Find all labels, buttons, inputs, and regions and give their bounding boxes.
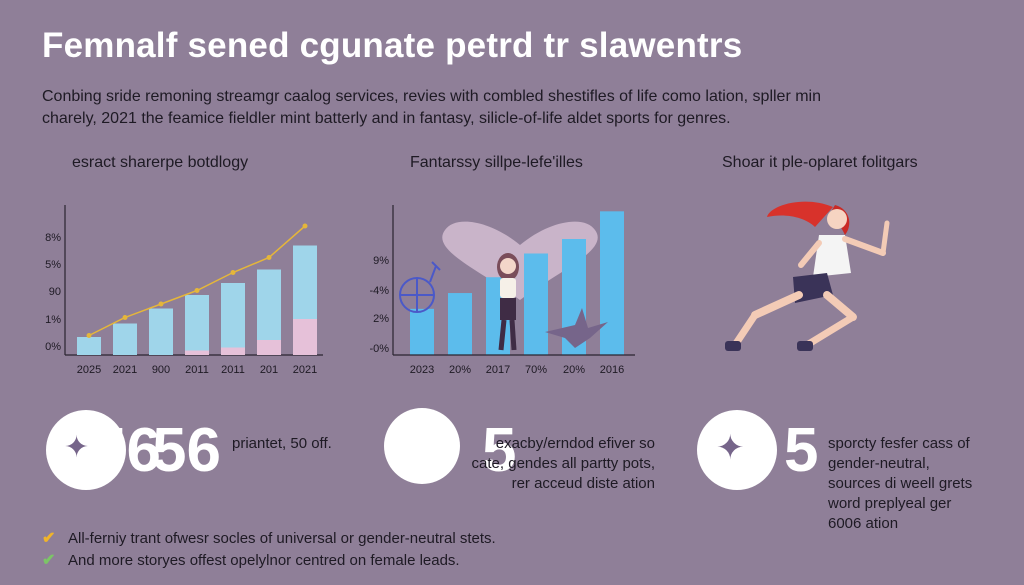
stat-2-number: 5 [482,416,517,485]
ornament-wheel-icon [399,261,441,313]
bird-icon [545,308,608,348]
y-tick-label: 5% [45,259,61,271]
bar [600,211,624,355]
hair-icon [767,201,833,227]
y-tick-label: -0% [369,343,389,355]
chart-1-title: esract sharerpe botdlogy [72,154,249,171]
girl-figure-icon [497,253,519,351]
bar-segment [257,340,281,355]
runner-illustration [725,201,890,351]
stat-1-text: priantet, 50 off. [232,435,332,452]
page-subtitle: Conbing sride remoning streamgr caalog s… [42,88,821,127]
x-tick-label: 70% [525,364,547,376]
bullet-list: ✔ All-ferniy trant ofwesr socles of univ… [42,528,496,572]
bar [524,253,548,355]
bar [113,323,137,355]
stat-3-badge [697,410,777,490]
bar [410,308,434,355]
bullet-text: And more storyes offest opelylnor centre… [68,552,460,569]
trend-point [86,333,92,338]
stat-1-badge [46,410,126,490]
x-tick-label: 2025 [77,364,101,376]
trend-point [266,255,272,260]
x-tick-label: 2023 [410,364,434,376]
bars [410,211,624,355]
shirt-icon [813,235,851,277]
y-tick-label: 1% [45,314,61,326]
stat-3-number: 5 [784,416,819,485]
bird-icon: ✦ [716,429,745,467]
list-item: ✔ And more storyes offest opelylnor cent… [42,550,496,572]
bar [221,283,245,355]
x-tick-label: 2017 [486,364,510,376]
bar [448,293,472,355]
y-tick-label: 2% [373,313,389,325]
chart-2: -0% 2% -4% 9% 2023 20% 2017 70% 20% 2016 [369,205,635,376]
x-tick-label: 2021 [113,364,137,376]
y-tick-label: 0% [45,341,61,353]
x-tick-label: 20% [563,364,585,376]
stat-1-number-shadow: 56 [152,416,221,485]
y-tick-label: 90 [49,286,61,298]
trend-point [158,301,164,307]
check-icon: ✔ [42,552,56,569]
trend-point [194,288,200,293]
y-tick-label: 9% [373,255,389,267]
x-tick-label: 2011 [221,364,245,376]
stat-2-text: exacby/erndod efiver so cate, gendes all… [471,435,655,492]
x-tick-label: 2011 [185,364,209,376]
shorts-icon [793,273,833,303]
y-tick-label: 8% [45,232,61,244]
bar-segment [221,347,245,355]
illustration-title: Shoar it ple-oplaret folitgars [722,154,918,171]
heart-decoration [442,221,598,300]
x-tick-label: 201 [260,364,278,376]
y-tick-label: -4% [369,285,389,297]
x-tick-label: 2021 [293,364,317,376]
check-icon: ✔ [42,530,56,547]
bird-icon: ✦ [64,431,90,464]
x-tick-label: 2016 [600,364,624,376]
chart-2-title: Fantarssy sillpe-lefe'illes [410,154,583,171]
stat-3-text: sporcty fesfer cass of gender-neutral, s… [828,435,973,532]
bar [77,337,101,355]
stat-2-badge [384,408,460,484]
x-tick-label: 900 [152,364,170,376]
trend-point [230,270,236,275]
bullet-text: All-ferniy trant ofwesr socles of univer… [68,530,496,547]
x-tick-label: 20% [449,364,471,376]
bar-segment [185,350,209,355]
shoe-icon [725,341,741,351]
bar [185,295,209,355]
list-item: ✔ All-ferniy trant ofwesr socles of univ… [42,528,496,550]
bar-segment [293,319,317,355]
stat-1-number: 56 [92,416,161,485]
bar [149,308,173,355]
trend-point [122,315,128,320]
chart-1: 0% 1% 90 5% 8% 2025 2021 900 2011 2011 201 2021 [45,205,323,376]
page-title: Femnalf sened cgunate petrd tr slawentrs [42,26,743,65]
trend-point [302,223,308,229]
